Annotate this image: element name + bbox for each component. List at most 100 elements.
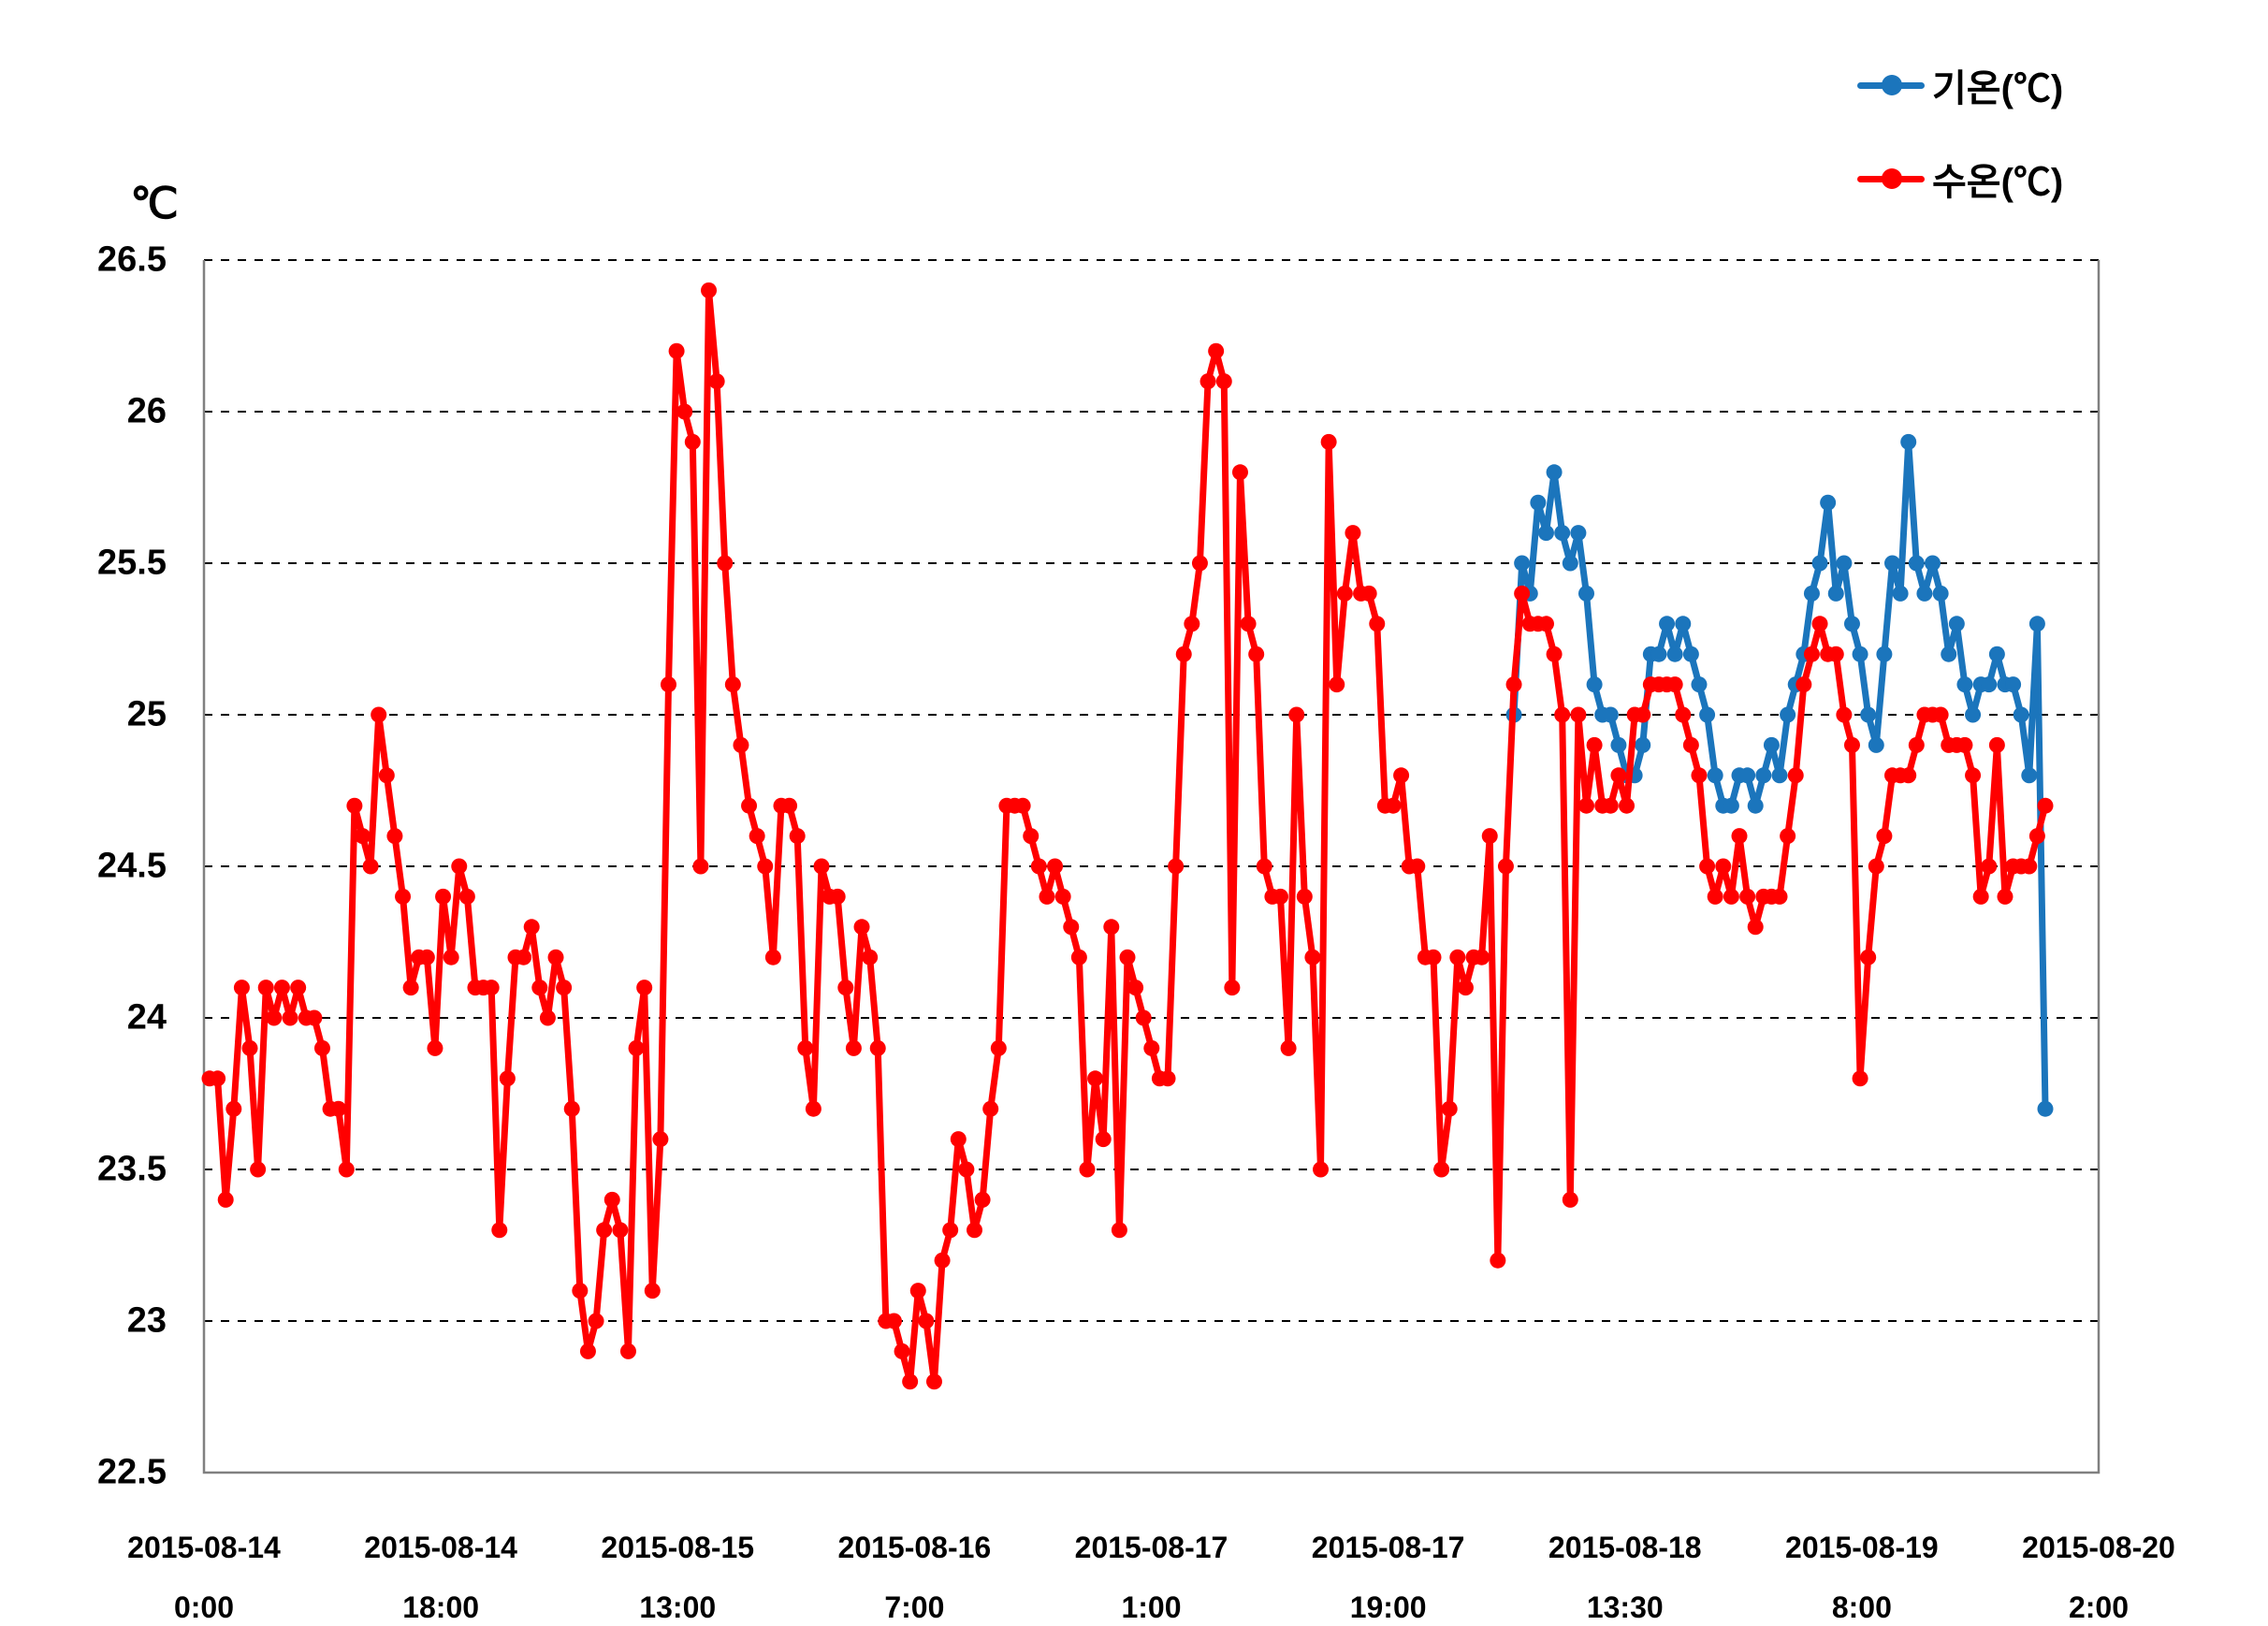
data-point bbox=[708, 373, 725, 390]
data-point bbox=[829, 888, 846, 905]
data-point bbox=[531, 980, 548, 996]
data-point bbox=[1988, 646, 2005, 662]
data-point bbox=[1224, 980, 1241, 996]
data-point bbox=[885, 1313, 902, 1329]
x-tick-time-label: 7:00 bbox=[884, 1590, 945, 1624]
x-tick-date-label: 2015-08-20 bbox=[2022, 1531, 2175, 1564]
data-point bbox=[701, 282, 718, 298]
water-temp-series-marker-icon bbox=[1857, 167, 1925, 190]
data-point bbox=[1650, 646, 1667, 662]
data-point bbox=[225, 1100, 242, 1117]
y-tick-label: 25.5 bbox=[97, 543, 167, 583]
data-point bbox=[1474, 949, 1490, 965]
data-point bbox=[1215, 373, 1232, 390]
x-tick-time-label: 19:00 bbox=[1349, 1590, 1427, 1624]
data-point bbox=[313, 1039, 330, 1056]
data-point bbox=[813, 858, 830, 875]
y-tick-label: 23.5 bbox=[97, 1149, 167, 1189]
data-point bbox=[1988, 736, 2005, 753]
data-point bbox=[1409, 858, 1426, 875]
data-point bbox=[1843, 616, 1860, 632]
data-point bbox=[1916, 585, 1933, 602]
data-point bbox=[395, 888, 412, 905]
data-point bbox=[491, 1222, 508, 1239]
data-point bbox=[619, 1343, 636, 1359]
data-point bbox=[934, 1252, 951, 1269]
data-point bbox=[967, 1222, 982, 1239]
x-tick-date-label: 2015-08-16 bbox=[837, 1531, 992, 1564]
data-point bbox=[1956, 676, 1973, 693]
data-point bbox=[1570, 706, 1587, 723]
data-point bbox=[1635, 736, 1651, 753]
data-point bbox=[2005, 676, 2022, 693]
data-point bbox=[371, 706, 387, 723]
data-point bbox=[1231, 464, 1248, 481]
x-tick-time-label: 13:00 bbox=[639, 1590, 717, 1624]
data-point bbox=[661, 676, 676, 693]
data-point bbox=[894, 1343, 910, 1359]
data-point bbox=[1288, 706, 1305, 723]
data-point bbox=[1723, 888, 1739, 905]
data-point bbox=[346, 797, 363, 814]
data-point bbox=[764, 949, 781, 965]
data-point bbox=[1948, 616, 1965, 632]
data-point bbox=[1329, 676, 1345, 693]
data-point bbox=[1771, 767, 1788, 784]
data-point bbox=[483, 980, 500, 996]
legend-label-air-temp: 기온(℃) bbox=[1932, 68, 2064, 109]
data-point bbox=[1256, 858, 1272, 875]
data-point bbox=[1941, 646, 1957, 662]
data-point bbox=[1570, 525, 1587, 542]
y-tick-label: 25 bbox=[126, 694, 167, 734]
data-point bbox=[1803, 646, 1820, 662]
data-point bbox=[1965, 767, 1982, 784]
data-point bbox=[1771, 888, 1788, 905]
data-point bbox=[1578, 585, 1594, 602]
data-point bbox=[572, 1283, 589, 1299]
data-point bbox=[516, 949, 532, 965]
data-point bbox=[330, 1100, 347, 1117]
data-point bbox=[306, 1009, 323, 1026]
data-point bbox=[1449, 949, 1466, 965]
data-point bbox=[1248, 646, 1265, 662]
data-point bbox=[1932, 585, 1949, 602]
data-point bbox=[1191, 555, 1208, 572]
y-tick-label: 23 bbox=[126, 1300, 167, 1341]
data-point bbox=[1610, 736, 1627, 753]
data-point bbox=[1682, 736, 1699, 753]
data-point bbox=[1747, 919, 1764, 936]
data-point bbox=[909, 1283, 926, 1299]
data-point bbox=[1272, 888, 1288, 905]
data-point bbox=[1852, 646, 1868, 662]
data-point bbox=[1747, 797, 1764, 814]
data-point bbox=[556, 980, 573, 996]
data-point bbox=[1554, 706, 1571, 723]
data-point bbox=[1175, 646, 1192, 662]
data-point bbox=[1304, 949, 1321, 965]
data-point bbox=[1537, 616, 1554, 632]
data-point bbox=[1433, 1161, 1450, 1178]
data-point bbox=[644, 1283, 661, 1299]
data-point bbox=[1739, 888, 1756, 905]
data-point bbox=[925, 1373, 942, 1390]
data-point bbox=[918, 1313, 935, 1329]
data-point bbox=[1514, 585, 1531, 602]
data-point bbox=[1763, 736, 1780, 753]
data-point bbox=[862, 949, 879, 965]
y-axis-unit-label: ℃ bbox=[130, 179, 179, 227]
data-point bbox=[1892, 585, 1909, 602]
data-point bbox=[250, 1161, 267, 1178]
x-tick-time-label: 13:30 bbox=[1586, 1590, 1664, 1624]
data-point bbox=[717, 555, 734, 572]
data-point bbox=[435, 888, 452, 905]
data-point bbox=[982, 1100, 999, 1117]
data-point bbox=[539, 1009, 556, 1026]
data-point bbox=[652, 1131, 669, 1148]
data-point bbox=[1843, 736, 1860, 753]
data-point bbox=[1143, 1039, 1160, 1056]
data-point bbox=[1932, 706, 1949, 723]
data-point bbox=[1127, 980, 1144, 996]
data-point bbox=[1610, 767, 1627, 784]
data-point bbox=[636, 980, 653, 996]
data-point bbox=[2028, 616, 2045, 632]
